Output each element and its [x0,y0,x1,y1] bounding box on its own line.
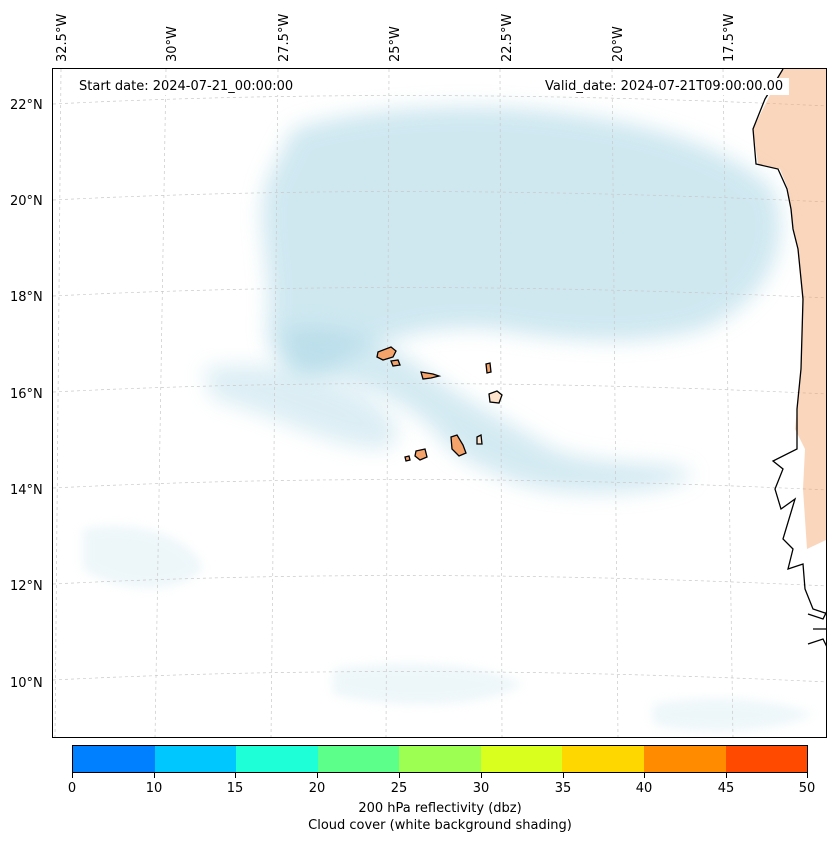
lon-label-27-5w: 27.5°W [277,13,292,62]
coastline-guinea [807,611,826,647]
island-santo-antao [376,346,397,361]
colorbar [72,745,808,773]
colorbar-tick-label: 30 [472,781,490,796]
cloud-mass-north [262,106,781,376]
lat-label-20n: 20°N [10,194,43,209]
island-sao-vicente [390,359,401,367]
cloud-band-central [283,326,693,493]
colorbar-tick [154,773,155,778]
colorbar-tick [481,773,482,778]
colorbar-segment-0 [73,746,155,772]
colorbar-tick-label: 40 [635,781,653,796]
colorbar-segment-8 [725,746,808,772]
colorbar-tick [72,773,73,778]
colorbar-tick [644,773,645,778]
colorbar-tick-label: 0 [67,781,77,796]
colorbar-tick [563,773,564,778]
colorbar-segment-7 [643,746,726,772]
island-santiago [450,434,467,457]
island-sal [485,362,492,374]
colorbar-tick [807,773,808,778]
coastline [752,69,826,615]
start-date-label: Start date: 2024-07-21_00:00:00 [73,78,300,95]
island-fogo [414,448,428,461]
lat-label-14n: 14°N [10,483,43,498]
colorbar-segment-3 [317,746,400,772]
colorbar-tick [726,773,727,778]
map-panel [52,68,827,738]
colorbar-tick [317,773,318,778]
land-shading [753,69,826,549]
colorbar-tick [235,773,236,778]
island-sao-nicolau [420,371,442,380]
lon-label-22-5w: 22.5°W [500,13,515,62]
gridlines [53,69,826,737]
cloud-band-west [203,365,398,449]
colorbar-segment-6 [562,746,644,772]
cloud-patch-bottom-right [653,698,813,731]
lon-label-20w: 20°W [611,26,626,62]
island-brava [404,455,411,462]
lon-label-32-5w: 32.5°W [55,13,70,62]
colorbar-tick [399,773,400,778]
colorbar-tick-label: 25 [390,781,408,796]
lat-label-22n: 22°N [10,98,43,113]
colorbar-tick-label: 45 [717,781,735,796]
colorbar-segment-4 [399,746,481,772]
lon-label-17-5w: 17.5°W [722,13,737,62]
cloud-patch-south [83,526,203,588]
africa-mainland [752,69,826,647]
lat-label-18n: 18°N [10,290,43,305]
colorbar-tick-label: 50 [798,781,816,796]
colorbar-title: 200 hPa reflectivity (dbz) [358,801,522,816]
colorbar-tick-label: 35 [554,781,572,796]
colorbar-segment-5 [480,746,563,772]
colorbar-subtitle: Cloud cover (white background shading) [308,818,572,833]
cape-verde-islands [376,346,503,462]
lat-label-10n: 10°N [10,676,43,691]
lon-label-30w: 30°W [165,26,180,62]
island-boa-vista [488,390,503,404]
colorbar-tick-label: 15 [226,781,244,796]
colorbar-tick-label: 10 [145,781,163,796]
lat-label-16n: 16°N [10,387,43,402]
map-canvas [53,69,826,737]
colorbar-segment-1 [154,746,237,772]
colorbar-tick-label: 20 [308,781,326,796]
lat-label-12n: 12°N [10,579,43,594]
valid-date-label: Valid_date: 2024-07-21T09:00:00.00 [539,78,790,95]
cloud-patch-bottom [333,664,523,705]
colorbar-segment-2 [236,746,318,772]
island-maio [476,434,483,445]
cloud-cover [83,106,813,731]
lon-label-25w: 25°W [388,26,403,62]
